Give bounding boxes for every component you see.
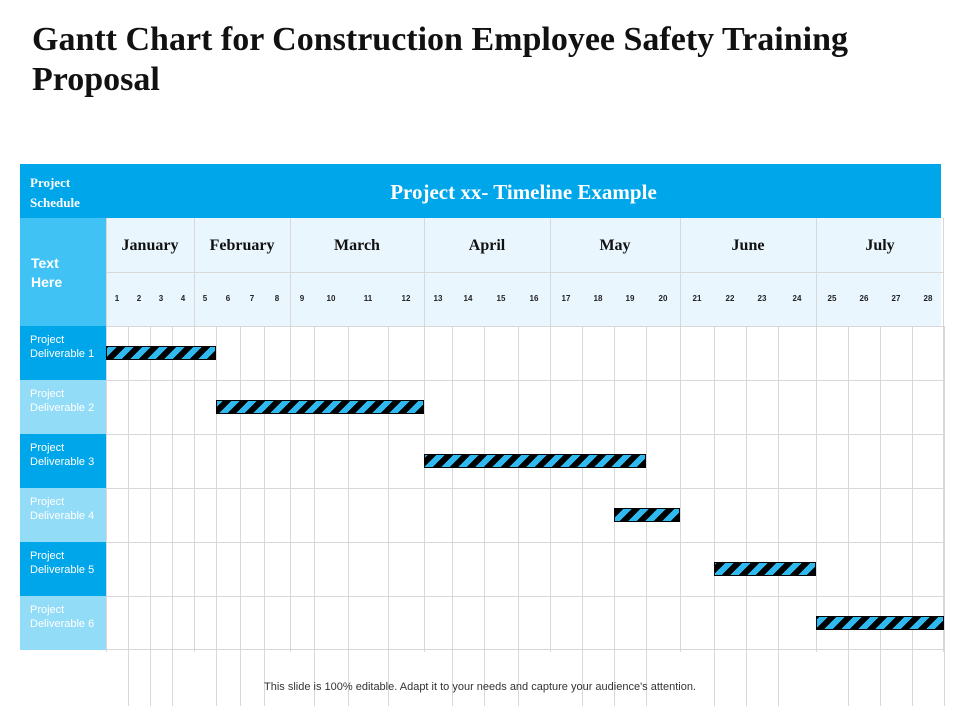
week-divider	[240, 326, 241, 706]
grid-border-right	[943, 218, 944, 652]
gantt-bar	[714, 562, 816, 576]
week-label: 13	[433, 294, 443, 303]
header-divider	[106, 326, 944, 327]
deliverable-label: Project Deliverable 3	[30, 442, 95, 468]
row-divider	[106, 542, 944, 543]
week-label: 25	[827, 294, 837, 303]
week-label: 14	[463, 294, 473, 303]
row-divider	[106, 488, 944, 489]
header-divider	[106, 272, 944, 273]
gantt-bar	[216, 400, 424, 414]
week-divider	[680, 218, 681, 652]
deliverable-label: Project Deliverable 4	[30, 496, 95, 522]
week-label: 24	[792, 294, 802, 303]
month-label: January	[121, 237, 179, 254]
week-divider	[550, 218, 551, 652]
timeline-title: Project xx- Timeline Example	[390, 180, 657, 204]
week-label: 2	[136, 294, 142, 303]
week-label: 27	[891, 294, 901, 303]
gantt-bar	[816, 616, 944, 630]
deliverable-label: Project Deliverable 2	[30, 388, 95, 414]
week-label: 20	[658, 294, 668, 303]
week-divider	[388, 326, 389, 706]
week-divider	[714, 326, 715, 706]
week-divider	[216, 326, 217, 706]
week-label: 7	[249, 294, 255, 303]
week-divider	[848, 326, 849, 706]
week-divider	[484, 326, 485, 706]
week-divider	[944, 326, 945, 706]
page-title: Gantt Chart for Construction Employee Sa…	[32, 21, 848, 98]
week-divider	[264, 326, 265, 706]
month-label: February	[209, 237, 275, 254]
week-label: 9	[299, 294, 305, 303]
month-label: April	[468, 237, 506, 254]
row-divider	[106, 380, 944, 381]
week-label: 4	[180, 294, 186, 303]
week-divider	[314, 326, 315, 706]
week-divider	[816, 218, 817, 652]
gantt-bar	[614, 508, 680, 522]
grid-border-left	[106, 218, 107, 652]
deliverable-label-cell: Project Deliverable 2	[20, 380, 106, 434]
week-divider	[150, 326, 151, 706]
week-divider	[880, 326, 881, 706]
month-label: June	[731, 237, 765, 254]
gantt-bar	[424, 454, 646, 468]
deliverable-label: Project Deliverable 6	[30, 604, 95, 630]
week-divider	[518, 326, 519, 706]
row-divider	[106, 649, 944, 650]
week-label: 19	[625, 294, 635, 303]
week-divider	[128, 326, 129, 706]
week-divider	[172, 326, 173, 706]
week-divider	[778, 326, 779, 706]
week-label: 11	[363, 294, 373, 303]
deliverable-label-cell: Project Deliverable 3	[20, 434, 106, 488]
week-divider	[582, 326, 583, 706]
deliverable-label-cell: Project Deliverable 6	[20, 596, 106, 650]
week-label: 8	[274, 294, 280, 303]
week-divider	[424, 218, 425, 652]
row-divider	[106, 596, 944, 597]
deliverable-label-cell: Project Deliverable 1	[20, 326, 106, 380]
timeline-header: Project Schedule Project xx- Timeline Ex…	[20, 164, 941, 218]
week-label: 12	[401, 294, 411, 303]
week-label: 16	[529, 294, 539, 303]
week-label: 6	[225, 294, 231, 303]
week-label: 15	[496, 294, 506, 303]
deliverable-label-cell: Project Deliverable 4	[20, 488, 106, 542]
week-divider	[746, 326, 747, 706]
week-divider	[290, 218, 291, 652]
row-divider	[106, 434, 944, 435]
week-divider	[452, 326, 453, 706]
week-label: 17	[561, 294, 571, 303]
week-label: 5	[202, 294, 208, 303]
week-label: 10	[326, 294, 336, 303]
month-label: May	[599, 237, 631, 254]
deliverable-label: Project Deliverable 1	[30, 334, 95, 360]
project-schedule-label: Project Schedule	[30, 175, 80, 210]
footer-note: This slide is 100% editable. Adapt it to…	[264, 681, 696, 693]
week-divider	[912, 326, 913, 706]
week-label: 18	[593, 294, 603, 303]
gantt-bar	[106, 346, 216, 360]
week-label: 26	[859, 294, 869, 303]
week-label: 22	[725, 294, 735, 303]
month-label: July	[865, 237, 895, 254]
text-here-cell: Text Here	[20, 218, 106, 326]
week-divider	[348, 326, 349, 706]
deliverable-label-cell: Project Deliverable 5	[20, 542, 106, 596]
week-label: 28	[923, 294, 933, 303]
week-label: 1	[114, 294, 120, 303]
week-label: 21	[692, 294, 702, 303]
deliverable-label: Project Deliverable 5	[30, 550, 95, 576]
week-divider	[194, 218, 195, 652]
week-label: 23	[757, 294, 767, 303]
month-label: March	[334, 237, 380, 254]
week-label: 3	[158, 294, 164, 303]
text-here-label: Text Here	[31, 255, 63, 290]
gantt-chart: Project Schedule Project xx- Timeline Ex…	[20, 164, 945, 706]
